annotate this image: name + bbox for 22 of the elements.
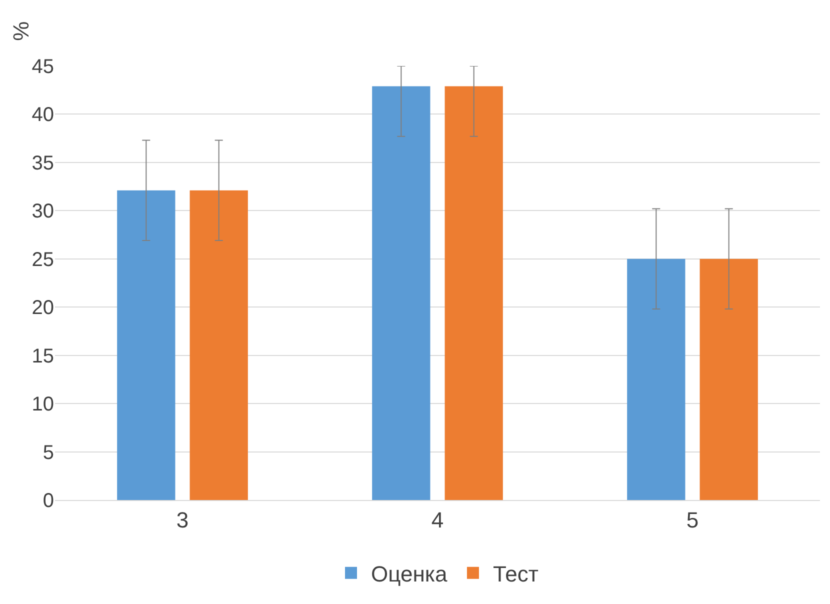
- y-tick-label: 25: [32, 248, 54, 271]
- y-tick-label: 30: [32, 200, 54, 223]
- x-tick-label: 3: [176, 507, 189, 532]
- x-tick-label: 4: [431, 507, 444, 532]
- bar: [444, 86, 503, 500]
- y-axis-title: %: [8, 21, 34, 41]
- bar: [117, 190, 176, 500]
- legend-label: Тест: [492, 561, 538, 586]
- bar: [700, 258, 758, 500]
- bar: [372, 86, 430, 500]
- y-tick-label: 5: [42, 442, 54, 464]
- y-tick-label: 20: [32, 297, 54, 320]
- bar: [190, 190, 248, 500]
- y-tick-label: 15: [32, 345, 54, 368]
- y-tick-label: 35: [32, 152, 54, 174]
- y-tick-label: 0: [42, 490, 54, 512]
- x-tick-label: 5: [686, 507, 699, 532]
- y-tick-label: 45: [32, 56, 54, 78]
- y-tick-label: 10: [32, 394, 54, 416]
- legend-label: Оценка: [371, 561, 448, 586]
- y-tick-label: 40: [32, 104, 54, 126]
- bar: [627, 258, 686, 500]
